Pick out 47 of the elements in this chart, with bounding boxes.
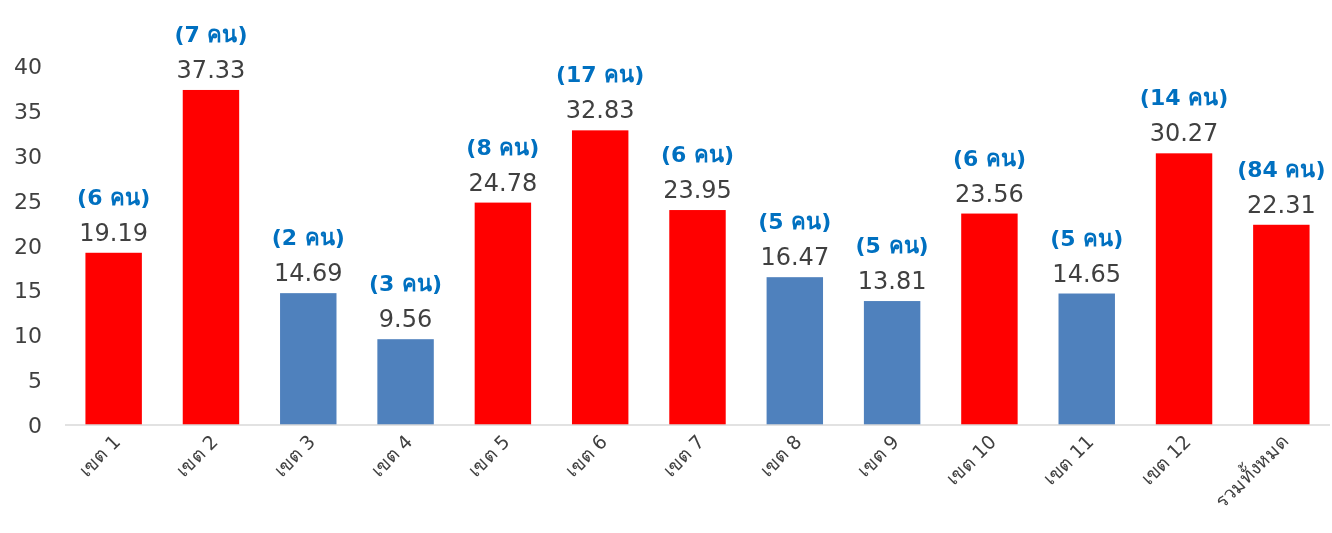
data-label: 22.31 — [1246, 190, 1316, 219]
annotation: (6 คน) — [952, 145, 1026, 171]
annotation: (5 คน) — [1050, 225, 1124, 251]
x-tick-label: เขต 3 — [268, 430, 320, 481]
data-label: 23.95 — [663, 176, 732, 205]
data-label: 30.27 — [1149, 119, 1219, 148]
annotation: (5 คน) — [855, 233, 929, 259]
y-tick-label: 40 — [14, 54, 42, 79]
annotation: (5 คน) — [758, 209, 832, 235]
annotation: (84 คน) — [1237, 156, 1326, 182]
annotation: (17 คน) — [556, 62, 645, 88]
data-label: 14.65 — [1052, 259, 1122, 288]
y-tick-label: 35 — [14, 98, 42, 124]
y-tick-label: 25 — [14, 188, 42, 214]
annotation: (3 คน) — [369, 271, 443, 297]
data-label: 13.81 — [857, 267, 927, 296]
data-label: 16.47 — [760, 243, 830, 272]
y-tick-label: 15 — [14, 278, 42, 304]
x-tick-label: เขต 8 — [755, 430, 806, 481]
annotation: (6 คน) — [660, 142, 735, 168]
annotation: (6 คน) — [77, 184, 151, 210]
data-label: 14.69 — [273, 259, 343, 288]
y-tick-label: 30 — [14, 143, 42, 169]
x-tick-label: เขต 7 — [658, 430, 709, 481]
y-tick-label: 0 — [28, 413, 42, 438]
data-label: 37.33 — [176, 55, 246, 84]
data-label: 24.78 — [468, 168, 538, 197]
x-tick-label: เขต 2 — [171, 430, 222, 481]
data-label: 19.19 — [79, 218, 149, 247]
x-tick-label: เขต 10 — [941, 430, 1001, 490]
x-tick-label: เขต 1 — [74, 430, 125, 481]
x-tick-label: เขต 6 — [560, 430, 612, 481]
annotation: (7 คน) — [174, 21, 248, 47]
data-label: 9.56 — [378, 305, 433, 334]
x-tick-label: เขต 11 — [1038, 430, 1098, 490]
x-tick-label: เขต 5 — [463, 430, 514, 481]
data-label: 32.83 — [565, 96, 635, 125]
annotation: (14 คน) — [1139, 85, 1229, 111]
y-tick-label: 5 — [28, 368, 42, 394]
data-label: 23.56 — [955, 179, 1024, 208]
annotation: (2 คน) — [271, 225, 345, 251]
x-tick-label: เขต 12 — [1136, 430, 1195, 490]
x-tick-label: เขต 4 — [366, 430, 417, 481]
y-tick-label: 10 — [14, 323, 42, 349]
x-tick-label: เขต 9 — [852, 430, 903, 481]
annotation: (8 คน) — [466, 134, 540, 160]
y-tick-label: 20 — [14, 233, 42, 259]
